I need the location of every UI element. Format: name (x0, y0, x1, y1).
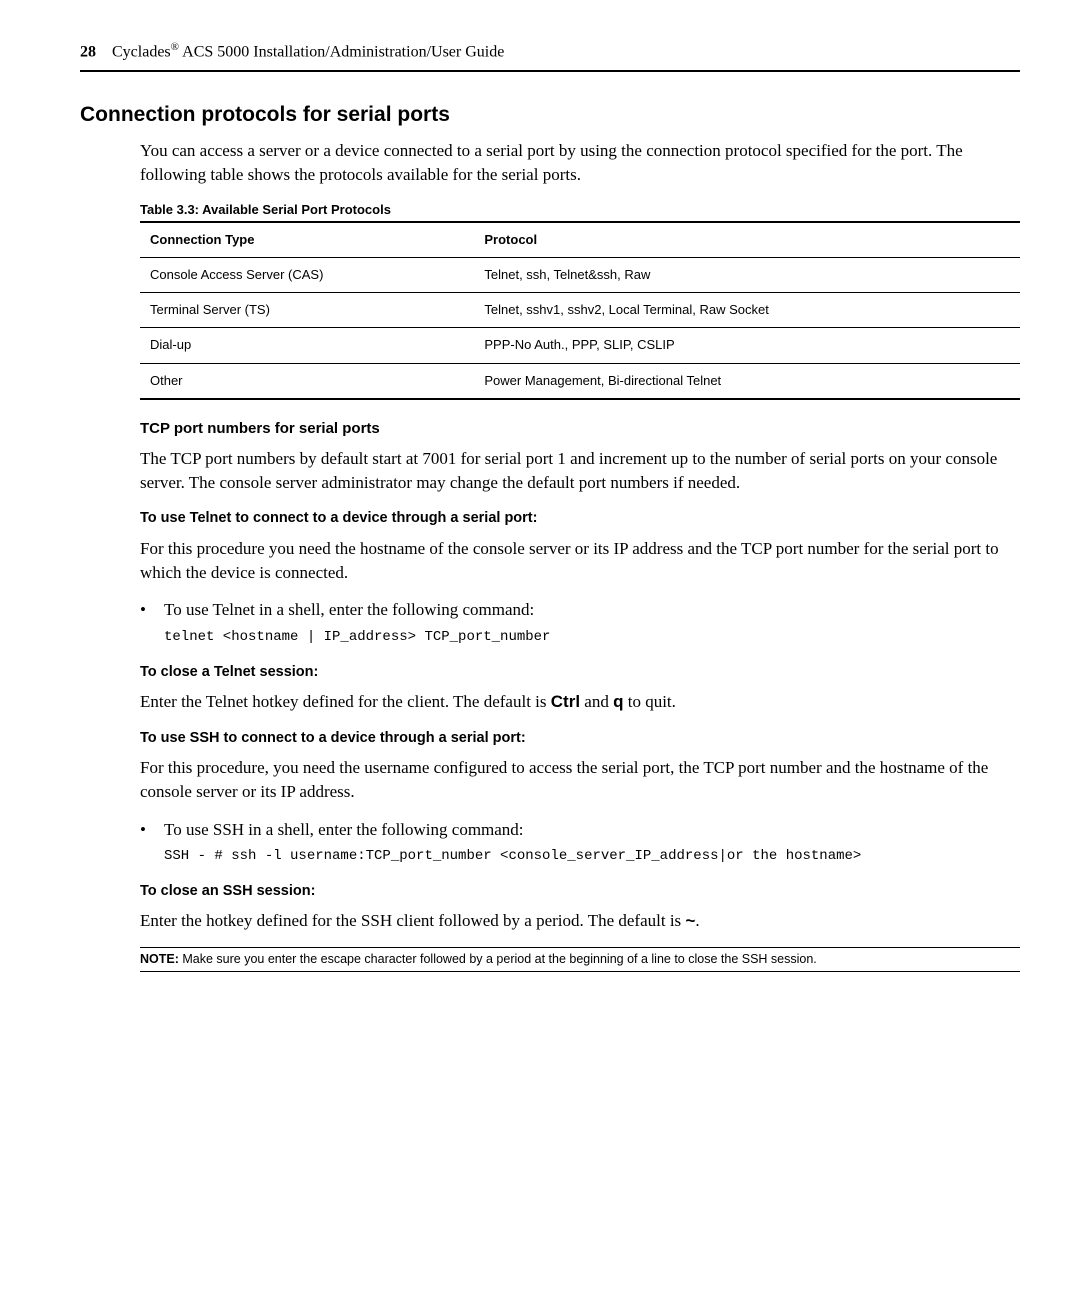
table-row: Console Access Server (CAS) Telnet, ssh,… (140, 258, 1020, 293)
page-header: 28 Cyclades® ACS 5000 Installation/Admin… (80, 40, 1020, 64)
telnet-bullet-row: • To use Telnet in a shell, enter the fo… (140, 598, 1020, 622)
telnet-close-heading: To close a Telnet session: (140, 662, 1020, 682)
tcp-paragraph: The TCP port numbers by default start at… (140, 447, 1020, 495)
page-number: 28 (80, 43, 96, 60)
ssh-code: SSH - # ssh -l username:TCP_port_number … (164, 847, 1020, 867)
intro-paragraph: You can access a server or a device conn… (140, 139, 1020, 187)
ssh-close-heading: To close an SSH session: (140, 881, 1020, 901)
section-title: Connection protocols for serial ports (80, 100, 1020, 129)
table-cell: Dial-up (140, 328, 474, 363)
bullet-icon: • (140, 818, 164, 842)
table-caption: Table 3.3: Available Serial Port Protoco… (140, 201, 1020, 219)
registered-icon: ® (171, 41, 179, 53)
ssh-close-post: . (695, 911, 699, 930)
telnet-code: telnet <hostname | IP_address> TCP_port_… (164, 628, 1020, 648)
table-cell: Power Management, Bi-directional Telnet (474, 363, 1020, 399)
ssh-connect-paragraph: For this procedure, you need the usernam… (140, 756, 1020, 804)
protocols-table: Connection Type Protocol Console Access … (140, 221, 1020, 400)
table-cell: Console Access Server (CAS) (140, 258, 474, 293)
telnet-connect-paragraph: For this procedure you need the hostname… (140, 537, 1020, 585)
table-col-0: Connection Type (140, 222, 474, 258)
ssh-close-key: ~ (685, 911, 695, 930)
telnet-close-pre: Enter the Telnet hotkey defined for the … (140, 692, 551, 711)
bullet-icon: • (140, 598, 164, 622)
table-cell: PPP-No Auth., PPP, SLIP, CSLIP (474, 328, 1020, 363)
table-col-1: Protocol (474, 222, 1020, 258)
telnet-close-key2: q (613, 692, 623, 711)
telnet-close-key1: Ctrl (551, 692, 580, 711)
ssh-bullet-row: • To use SSH in a shell, enter the follo… (140, 818, 1020, 842)
table-cell: Telnet, ssh, Telnet&ssh, Raw (474, 258, 1020, 293)
table-row: Terminal Server (TS) Telnet, sshv1, sshv… (140, 293, 1020, 328)
header-title-prefix: Cyclades (112, 43, 171, 60)
note-label: NOTE: (140, 952, 179, 966)
table-cell: Terminal Server (TS) (140, 293, 474, 328)
ssh-bullet-text: To use SSH in a shell, enter the followi… (164, 818, 524, 842)
telnet-close-paragraph: Enter the Telnet hotkey defined for the … (140, 690, 1020, 714)
table-cell: Other (140, 363, 474, 399)
table-cell: Telnet, sshv1, sshv2, Local Terminal, Ra… (474, 293, 1020, 328)
telnet-bullet-text: To use Telnet in a shell, enter the foll… (164, 598, 534, 622)
header-rule (80, 70, 1020, 72)
note-text: Make sure you enter the escape character… (179, 952, 817, 966)
table-row: Dial-up PPP-No Auth., PPP, SLIP, CSLIP (140, 328, 1020, 363)
note-box: NOTE: Make sure you enter the escape cha… (140, 947, 1020, 972)
telnet-connect-heading: To use Telnet to connect to a device thr… (140, 508, 1020, 528)
header-title-suffix: ACS 5000 Installation/Administration/Use… (179, 43, 504, 60)
table-row: Other Power Management, Bi-directional T… (140, 363, 1020, 399)
telnet-close-mid: and (580, 692, 613, 711)
tcp-heading: TCP port numbers for serial ports (140, 418, 1020, 439)
ssh-close-paragraph: Enter the hotkey defined for the SSH cli… (140, 909, 1020, 933)
ssh-connect-heading: To use SSH to connect to a device throug… (140, 728, 1020, 748)
table-header-row: Connection Type Protocol (140, 222, 1020, 258)
ssh-close-pre: Enter the hotkey defined for the SSH cli… (140, 911, 685, 930)
telnet-close-post: to quit. (623, 692, 675, 711)
